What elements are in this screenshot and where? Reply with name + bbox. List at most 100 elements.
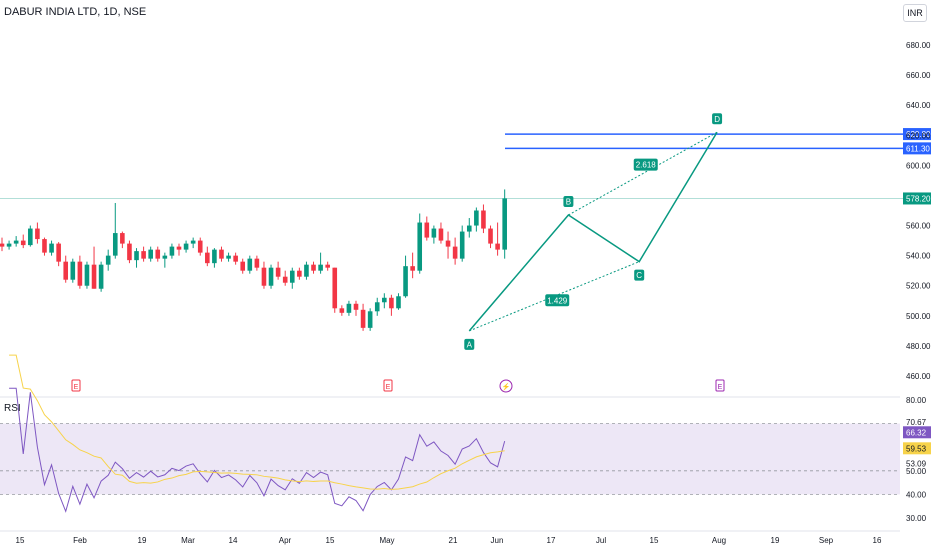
candle-body <box>70 261 76 280</box>
time-tick-label: 21 <box>449 536 458 545</box>
candle-body <box>481 210 486 229</box>
event-marker-label: E <box>718 384 723 391</box>
candle-body <box>98 264 104 289</box>
candle-body <box>247 258 253 271</box>
candle-body <box>112 233 118 256</box>
rsi-label: RSI <box>4 403 21 414</box>
candle-body <box>226 255 231 259</box>
candle-body <box>254 258 260 268</box>
time-tick-label: 15 <box>650 536 659 545</box>
candle-body <box>374 302 380 312</box>
candle-body <box>424 222 430 238</box>
candle-body <box>495 243 500 250</box>
candle-body <box>304 264 309 277</box>
time-tick-label: 14 <box>229 536 238 545</box>
price-tick-label: 680.00 <box>906 41 931 50</box>
candle-body <box>403 266 408 297</box>
candle-body <box>20 240 26 246</box>
rsi-tick-label: 53.09 <box>906 460 927 469</box>
pattern-legs <box>468 131 718 332</box>
candle-body <box>120 233 125 244</box>
chart-title: DABUR INDIA LTD, 1D, NSE <box>4 6 147 18</box>
candle-body <box>35 228 40 240</box>
candle-body <box>311 264 316 271</box>
candle-body <box>318 264 323 271</box>
pattern-point-label: C <box>636 271 642 280</box>
time-tick-label: 19 <box>771 536 780 545</box>
candle-body <box>431 228 437 238</box>
candle-body <box>134 251 139 261</box>
rsi-value-tag <box>903 426 931 439</box>
candle-body <box>382 297 387 303</box>
price-tick-label: 560.00 <box>906 222 931 231</box>
event-marker-shape <box>499 379 513 393</box>
rsi-tick-label: 30.00 <box>906 514 927 523</box>
time-tick-label: Jul <box>596 536 606 545</box>
harmonic-pattern: A B C D 1.429 2.618 <box>464 113 723 350</box>
candle-body <box>268 267 274 286</box>
rsi-ma-tag <box>903 442 931 455</box>
candle-body <box>155 249 161 259</box>
price-tick-label: 540.00 <box>906 252 931 261</box>
candle-body <box>325 264 330 268</box>
event-marker-label: ⚡ <box>502 382 511 391</box>
candle-body <box>197 240 203 253</box>
price-tick-label: 500.00 <box>906 312 931 321</box>
time-tick-label: May <box>379 536 394 545</box>
grid <box>0 396 900 532</box>
time-tick-label: 16 <box>873 536 882 545</box>
rsi-lines <box>9 354 506 513</box>
time-tick-label: Sep <box>819 536 834 545</box>
pattern-bd-dotted <box>568 131 718 216</box>
pattern-point-marker <box>634 269 645 281</box>
candle-body <box>459 231 465 259</box>
candle-body <box>84 264 90 286</box>
candle-body <box>141 251 146 259</box>
candle-body <box>77 261 83 286</box>
pattern-point-marker <box>712 113 723 125</box>
pattern-point-label: D <box>714 115 720 124</box>
candle-body <box>13 240 19 244</box>
rsi-band <box>0 423 900 495</box>
price-tick-label: 600.00 <box>906 161 931 170</box>
last-price-label: 578.20 <box>906 194 931 203</box>
time-tick-label: 17 <box>547 536 556 545</box>
time-tick-label: 15 <box>326 536 335 545</box>
candle-body <box>49 243 54 253</box>
pattern-point-marker <box>464 338 475 350</box>
candle-body <box>466 225 472 232</box>
event-marker-shape <box>71 379 81 392</box>
time-tick-label: 19 <box>138 536 147 545</box>
candle-body <box>0 243 5 247</box>
candle-body <box>233 255 238 262</box>
candle-body <box>396 296 401 309</box>
time-axis: 15 Feb 19 Mar 14 Apr 15 May 21 Jun 17 Jul 15 Aug 19 Sep… <box>16 536 882 545</box>
candle-body <box>488 228 493 244</box>
level-tag <box>903 142 931 155</box>
candle-body <box>105 255 111 265</box>
rsi-line <box>9 387 506 513</box>
candle-body <box>56 243 61 262</box>
level-label: 620.80 <box>906 130 931 139</box>
candle-body <box>417 222 423 271</box>
event-marker-shape <box>715 379 725 392</box>
time-tick-label: Feb <box>73 536 87 545</box>
candle-body <box>297 270 302 277</box>
pattern-point-marker <box>563 196 574 208</box>
candle-body <box>389 297 394 309</box>
price-tick-label: 520.00 <box>906 282 931 291</box>
candle-body <box>445 240 451 247</box>
candle-body <box>176 246 182 250</box>
currency-button[interactable]: INR <box>903 4 927 22</box>
candle-body <box>502 198 507 250</box>
rsi-tick-label: 40.00 <box>906 490 927 499</box>
rsi-tick-label: 70.67 <box>906 418 927 427</box>
candle-body <box>162 255 168 259</box>
price-levels: 620.80 611.30 <box>505 128 931 155</box>
candle-body <box>63 261 69 280</box>
candle-body <box>127 243 132 261</box>
candle-body <box>353 303 359 310</box>
time-tick-label: 15 <box>16 536 25 545</box>
candle-body <box>148 249 153 259</box>
